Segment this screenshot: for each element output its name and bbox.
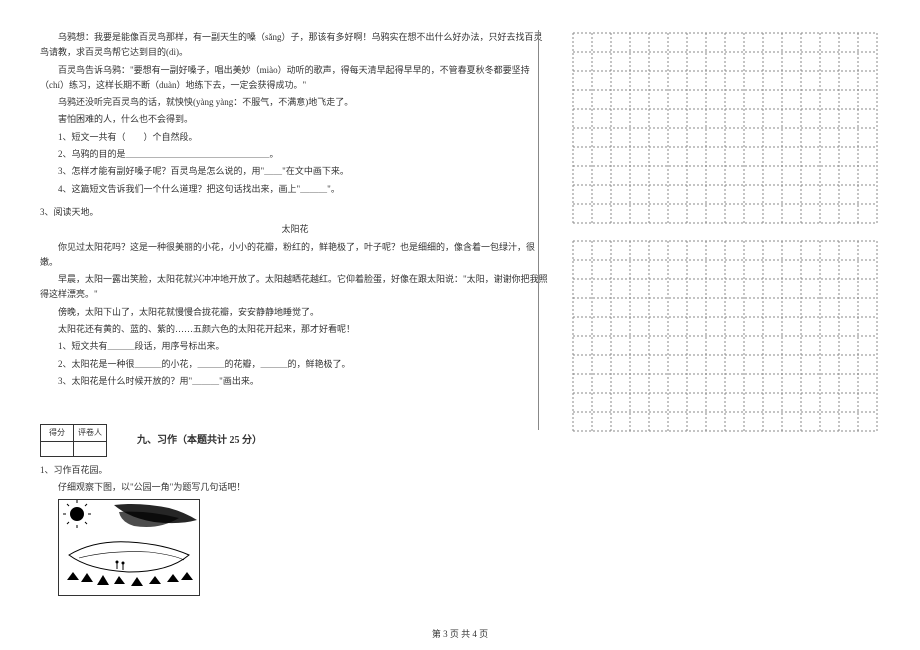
passage2-title: 太阳花 (40, 222, 550, 237)
passage2-p3: 傍晚，太阳下山了，太阳花就慢慢合拢花瓣，安安静静地睡觉了。 (40, 305, 550, 320)
passage1-q4: 4、这篇短文告诉我们一个什么道理？把这句话找出来，画上"＿＿＿"。 (58, 182, 550, 197)
lake-outline (69, 542, 189, 572)
passage2-p1: 你见过太阳花吗？这是一种很美丽的小花，小小的花瓣，粉红的，鲜艳极了，叶子呢？也是… (40, 240, 550, 271)
passage1-p4: 害怕困难的人，什么也不会得到。 (40, 112, 550, 127)
people (116, 561, 125, 571)
passage2-q2: 2、太阳花是一种很＿＿＿的小花，＿＿＿的花瓣，＿＿＿的，鲜艳极了。 (58, 357, 550, 372)
column-divider (538, 30, 539, 430)
passage1-q3: 3、怎样才能有副好嗓子呢？百灵鸟是怎么说的，用"＿＿"在文中画下来。 (58, 164, 550, 179)
passage2-header: 3、阅读天地。 (40, 205, 550, 220)
bushes (67, 572, 193, 586)
section9-q1: 1、习作百花园。 (40, 463, 550, 478)
passage2-q1: 1、短文共有＿＿＿段话，用序号标出来。 (58, 339, 550, 354)
passage1-p2: 百灵鸟告诉乌鸦："要想有一副好嗓子，唱出美妙（miào）动听的歌声，得每天清早起… (40, 63, 550, 94)
writing-grid-1 (570, 30, 880, 226)
passage2-p2: 早晨，太阳一露出笑脸，太阳花就兴冲冲地开放了。太阳越晒花越红。它仰着脸蛋，好像在… (40, 272, 550, 303)
passage2-q3: 3、太阳花是什么时候开放的？用"＿＿＿"画出来。 (58, 374, 550, 389)
columns: 乌鸦想：我要是能像百灵鸟那样，有一副天生的嗓（sǎng）子，那该有多好啊！乌鸦实… (40, 30, 880, 600)
page: 乌鸦想：我要是能像百灵鸟那样，有一副天生的嗓（sǎng）子，那该有多好啊！乌鸦实… (0, 0, 920, 650)
page-footer: 第 3 页 共 4 页 (0, 627, 920, 640)
grader-label: 评卷人 (74, 425, 107, 442)
passage1-q1: 1、短文一共有（ ）个自然段。 (58, 130, 550, 145)
park-illustration (59, 500, 199, 595)
illustration-box (58, 499, 200, 596)
left-column: 乌鸦想：我要是能像百灵鸟那样，有一副天生的嗓（sǎng）子，那该有多好啊！乌鸦实… (40, 30, 550, 600)
score-cell (41, 441, 74, 456)
passage1-p1: 乌鸦想：我要是能像百灵鸟那样，有一副天生的嗓（sǎng）子，那该有多好啊！乌鸦实… (40, 30, 550, 61)
section9-q1-sub: 仔细观察下图，以"公园一角"为题写几句话吧！ (40, 480, 550, 495)
passage1-p3: 乌鸦还没听完百灵鸟的话，就怏怏(yàng yàng：不服气，不满意)地飞走了。 (40, 95, 550, 110)
score-label: 得分 (41, 425, 74, 442)
passage1-q2: 2、乌鸦的目的是＿＿＿＿＿＿＿＿＿＿＿＿＿＿＿＿。 (58, 147, 550, 162)
score-table: 得分 评卷人 (40, 424, 107, 457)
sun-icon (70, 507, 84, 521)
grader-cell (74, 441, 107, 456)
section9-header-row: 得分 评卷人 九、习作（本题共计 25 分） (40, 424, 550, 457)
passage2-p4: 太阳花还有黄的、蓝的、紫的……五颜六色的太阳花开起来，那才好看呢！ (40, 322, 550, 337)
writing-grid-2 (570, 238, 880, 434)
section9-title: 九、习作（本题共计 25 分） (137, 432, 262, 449)
right-column (570, 30, 880, 600)
